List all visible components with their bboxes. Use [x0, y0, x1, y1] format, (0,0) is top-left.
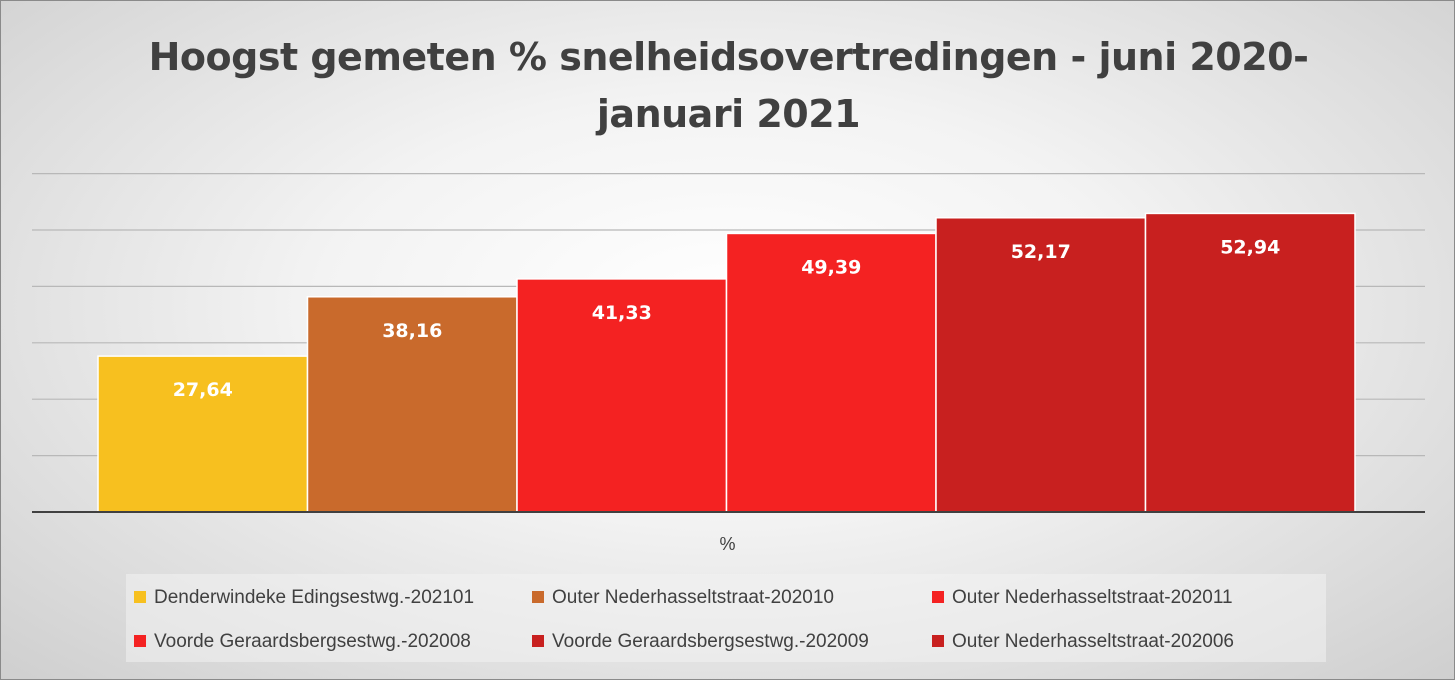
legend-item-6: Outer Nederhasseltstraat-202006	[932, 630, 1234, 654]
legend-label-5: Voorde Geraardsbergsestwg.-202009	[552, 631, 869, 652]
chart-title-line-2: januari 2021	[596, 92, 861, 136]
data-label-3: 41,33	[592, 302, 652, 324]
legend-label-4: Voorde Geraardsbergsestwg.-202008	[154, 631, 471, 652]
legend-item-2: Outer Nederhasseltstraat-202010	[532, 586, 834, 610]
bar-2	[306, 296, 518, 513]
legend-label-6: Outer Nederhasseltstraat-202006	[952, 631, 1234, 652]
bar-1	[97, 355, 309, 513]
legend-swatch-5	[532, 635, 544, 647]
legend-item-1: Denderwindeke Edingsestwg.-202101	[134, 586, 474, 610]
chart-title-line-1: Hoogst gemeten % snelheidsovertredingen …	[148, 35, 1309, 79]
legend-swatch-1	[134, 591, 146, 603]
legend-label-2: Outer Nederhasseltstraat-202010	[552, 587, 834, 608]
x-axis-category-label: %	[719, 534, 736, 554]
legend-swatch-6	[932, 635, 944, 647]
bar-3	[516, 278, 728, 513]
bars	[97, 212, 1356, 513]
legend: Denderwindeke Edingsestwg.-202101 Outer …	[126, 574, 1326, 662]
legend-swatch-2	[532, 591, 544, 603]
bar-6	[1144, 212, 1356, 513]
data-label-4: 49,39	[801, 256, 861, 278]
chart-title: Hoogst gemeten % snelheidsovertredingen …	[61, 29, 1396, 143]
data-label-5: 52,17	[1011, 241, 1071, 263]
legend-label-3: Outer Nederhasseltstraat-202011	[952, 587, 1233, 608]
legend-item-3: Outer Nederhasseltstraat-202011	[932, 586, 1233, 610]
data-label-1: 27,64	[173, 379, 233, 401]
legend-item-5: Voorde Geraardsbergsestwg.-202009	[532, 630, 869, 654]
legend-swatch-3	[932, 591, 944, 603]
data-label-2: 38,16	[382, 320, 442, 342]
bar-4	[725, 232, 937, 513]
legend-label-1: Denderwindeke Edingsestwg.-202101	[154, 587, 475, 608]
legend-swatch-4	[134, 635, 146, 647]
data-label-6: 52,94	[1220, 236, 1280, 258]
data-labels: 27,64 38,16 41,33 49,39 52,17 52,94	[173, 236, 1281, 401]
legend-item-4: Voorde Geraardsbergsestwg.-202008	[134, 630, 471, 654]
